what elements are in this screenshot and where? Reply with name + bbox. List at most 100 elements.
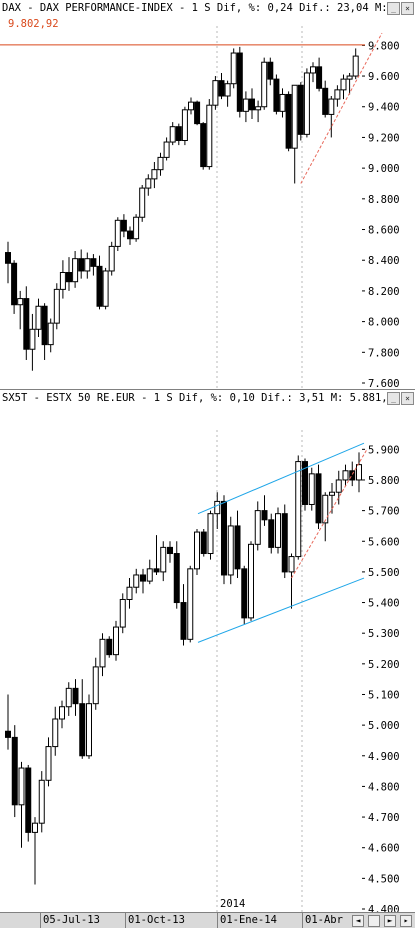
candle-up (157, 156, 164, 171)
candle-up (352, 55, 359, 77)
estx50-candlestick-chart[interactable]: 4.400 4.500 4.600 4.700 4.800 4.900 5.000 5.100… (0, 390, 415, 912)
y-tick-label: 4.800 (368, 781, 400, 793)
candle-up (52, 718, 59, 748)
candle-up (114, 219, 121, 247)
y-tick-label: 5.200 (368, 659, 400, 671)
candle-down (90, 258, 97, 267)
y-tick-label: 4.400 (368, 904, 400, 912)
date-tick (302, 913, 303, 928)
candle-up (346, 75, 353, 80)
candle-down (153, 568, 160, 573)
candle-up (59, 271, 66, 290)
minimize-icon[interactable]: _ (387, 2, 400, 15)
candle-up (227, 525, 234, 576)
date-tick (40, 913, 41, 928)
candle-down (175, 126, 182, 142)
y-tick-label: 5.400 (368, 598, 400, 610)
candle-up (328, 98, 335, 115)
candle-up (163, 141, 170, 158)
scroll-left-icon[interactable]: ◄ (352, 915, 364, 927)
candle-down (72, 687, 79, 705)
estx50-chart-panel[interactable]: SX5T - ESTX 50 RE.EUR - 1 S Dif, %: 0,10… (0, 390, 415, 912)
candle-up (86, 703, 92, 757)
candle-up (18, 767, 25, 806)
candle-up (329, 491, 335, 496)
candle-up (65, 687, 72, 708)
scroll-right-icon[interactable]: ► (384, 915, 396, 927)
candle-up (188, 101, 194, 111)
reference-value-label: 9.802,92 (8, 18, 59, 31)
candle-down (234, 525, 241, 570)
candle-down (200, 531, 207, 555)
candle-up (119, 598, 126, 628)
candle-down (218, 80, 225, 97)
candle-up (342, 470, 349, 481)
candle-up (288, 556, 295, 573)
candle-up (45, 746, 52, 781)
date-label-jul13: 05-Jul-13 (43, 914, 100, 926)
candle-up (322, 494, 329, 524)
dax-header: DAX - DAX PERFORMANCE-INDEX - 1 S Dif, %… (0, 0, 415, 16)
candle-up (310, 66, 316, 74)
candle-up (340, 78, 347, 91)
y-tick-label: 5.500 (368, 567, 400, 579)
minimize-icon[interactable]: _ (387, 392, 400, 405)
candle-up (187, 568, 194, 640)
candle-down (194, 101, 201, 125)
y-tick-label: 8.000 (368, 317, 400, 329)
close-icon[interactable]: × (401, 392, 414, 405)
candle-up (255, 106, 262, 111)
candle-down (173, 553, 180, 604)
candle-down (267, 61, 274, 80)
candle-up (335, 479, 342, 493)
candle-up (160, 546, 167, 573)
candle-up (84, 258, 91, 272)
candle-down (261, 510, 268, 521)
candle-down (268, 519, 275, 548)
candle-up (303, 72, 310, 135)
y-tick-label: 9.200 (368, 132, 400, 144)
candle-down (285, 93, 292, 149)
candle-down (322, 87, 329, 115)
y-tick-label: 5.600 (368, 536, 400, 548)
candle-up (139, 187, 146, 218)
scroll-thumb[interactable] (368, 915, 380, 927)
candle-up (102, 270, 109, 307)
panel-divider[interactable] (0, 389, 415, 390)
candle-up (72, 258, 79, 283)
y-tick-label: 7.800 (368, 347, 400, 359)
y-tick-label: 9.800 (368, 40, 400, 52)
candle-down (5, 252, 11, 264)
dax-chart-panel[interactable]: DAX - DAX PERFORMANCE-INDEX - 1 S Dif, %… (0, 0, 415, 390)
candle-up (32, 822, 38, 833)
candle-down (11, 262, 18, 306)
date-label-oct13: 01-Oct-13 (128, 914, 185, 926)
support-trendline (300, 32, 383, 184)
candle-up (38, 779, 45, 824)
candle-up (133, 574, 140, 588)
close-icon[interactable]: × (401, 2, 414, 15)
y-tick-label: 9.000 (368, 163, 400, 175)
candle-up (248, 543, 254, 619)
candle-up (59, 706, 65, 720)
candle-down (302, 461, 308, 505)
y-tick-label: 8.400 (368, 255, 400, 267)
candle-down (120, 219, 127, 232)
date-label-jan14: 01-Ene-14 (220, 914, 277, 926)
candle-down (66, 271, 72, 283)
y-tick-label: 5.800 (368, 475, 400, 487)
candle-down (140, 574, 146, 582)
date-tick (125, 913, 126, 928)
candle-up (207, 513, 214, 555)
candle-down (316, 66, 323, 89)
scroll-end-icon[interactable]: ▸ (400, 915, 412, 927)
date-axis: 05-Jul-13 01-Oct-13 01-Ene-14 01-Abr ◄ ►… (0, 912, 415, 928)
y-tick-label: 8.800 (368, 194, 400, 206)
y-tick-label: 4.900 (368, 751, 400, 763)
y-tick-label: 5.300 (368, 628, 400, 640)
candle-down (23, 298, 30, 350)
candle-up (169, 126, 176, 143)
estx50-header: SX5T - ESTX 50 RE.EUR - 1 S Dif, %: 0,10… (0, 390, 415, 406)
candle-up (194, 531, 200, 570)
dax-candlestick-chart[interactable]: 7.600 7.800 8.000 8.200 8.400 8.600 8.800 9.000… (0, 0, 415, 390)
